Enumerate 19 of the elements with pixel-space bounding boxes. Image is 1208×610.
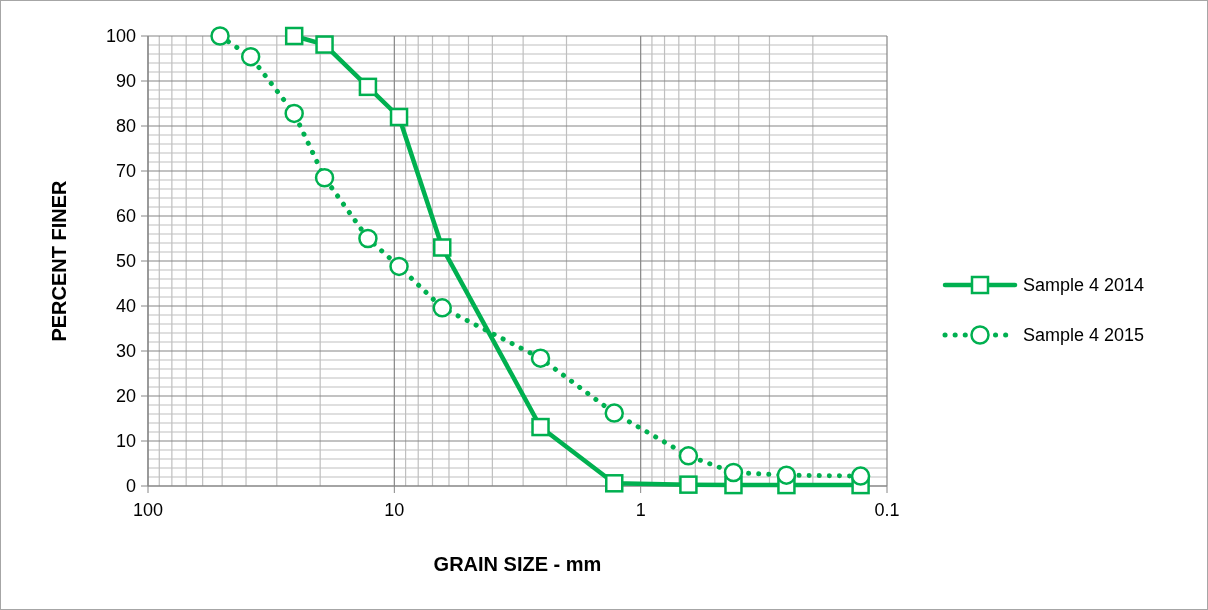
y-tick-label: 50 bbox=[115, 251, 136, 271]
y-tick-label: 100 bbox=[105, 26, 136, 46]
y-tick-label: 20 bbox=[115, 386, 136, 406]
legend-label: Sample 4 2014 bbox=[1023, 275, 1145, 295]
x-tick-label: 0.1 bbox=[874, 500, 900, 520]
y-tick-label: 80 bbox=[115, 116, 136, 136]
y-tick-label: 40 bbox=[115, 296, 136, 316]
y-tick-label: 70 bbox=[115, 161, 136, 181]
y-tick-label: 0 bbox=[125, 476, 136, 496]
x-axis-title: GRAIN SIZE - mm bbox=[433, 553, 602, 575]
x-tick-label: 1 bbox=[635, 500, 646, 520]
y-axis-title: PERCENT FINER bbox=[48, 179, 70, 342]
y-tick-label: 10 bbox=[115, 431, 136, 451]
legend-label: Sample 4 2015 bbox=[1023, 325, 1145, 345]
x-tick-label: 10 bbox=[384, 500, 405, 520]
y-tick-label: 60 bbox=[115, 206, 136, 226]
y-tick-label: 90 bbox=[115, 71, 136, 91]
y-tick-label: 30 bbox=[115, 341, 136, 361]
x-tick-label: 100 bbox=[132, 500, 164, 520]
